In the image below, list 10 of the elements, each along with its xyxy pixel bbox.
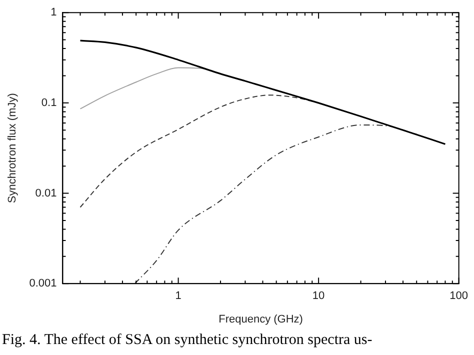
- y-tick-label: 1: [50, 6, 57, 19]
- y-tick-label: 0.001: [29, 278, 57, 290]
- x-axis-title: Frequency (GHz): [218, 313, 303, 326]
- y-axis-title: Synchrotron flux (mJy): [6, 93, 19, 204]
- x-tick-label: 100: [450, 290, 468, 302]
- y-tick-label: 0.01: [35, 187, 57, 200]
- caption: Fig. 4. The effect of SSA on synthetic synchrotron spectra us-: [2, 331, 374, 350]
- x-tick-label: 1: [175, 290, 182, 302]
- y-tick-label: 0.1: [41, 96, 57, 109]
- x-tick-label: 10: [312, 290, 325, 302]
